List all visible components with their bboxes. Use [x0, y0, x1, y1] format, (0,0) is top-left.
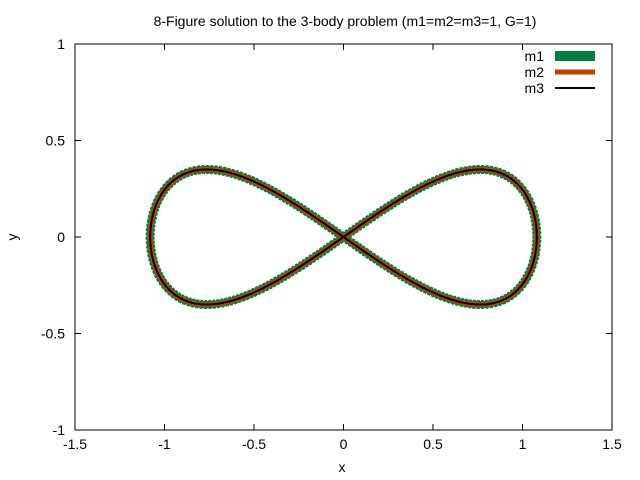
legend-label-m2: m2 — [525, 64, 545, 80]
plot-border — [74, 43, 613, 431]
legend-label-m3: m3 — [525, 80, 545, 96]
y-tick-label: 1 — [57, 36, 65, 52]
y-axis-label: y — [4, 234, 20, 241]
legend-label-m1: m1 — [525, 48, 545, 64]
y-tick-label: -1 — [53, 422, 66, 438]
y-tick-label: 0.5 — [46, 133, 66, 149]
x-tick-label: 1.5 — [602, 436, 622, 452]
x-tick-label: 0 — [340, 436, 348, 452]
chart-title: 8-Figure solution to the 3-body problem … — [154, 13, 537, 29]
x-tick-label: 0.5 — [423, 436, 443, 452]
x-tick-label: -1.5 — [63, 436, 87, 452]
axis-ticks: -1.5 -1 -0.5 0 0.5 1 1.5-1-0.500.51 — [41, 36, 622, 452]
x-tick-label: -0.5 — [242, 436, 266, 452]
x-axis-label: x — [339, 459, 346, 475]
y-tick-label: -0.5 — [41, 326, 65, 342]
series-line-m3 — [149, 168, 538, 306]
x-tick-label: 1 — [519, 436, 527, 452]
x-tick-label: -1 — [158, 436, 171, 452]
series-layer — [145, 164, 542, 310]
y-tick-label: 0 — [57, 229, 65, 245]
